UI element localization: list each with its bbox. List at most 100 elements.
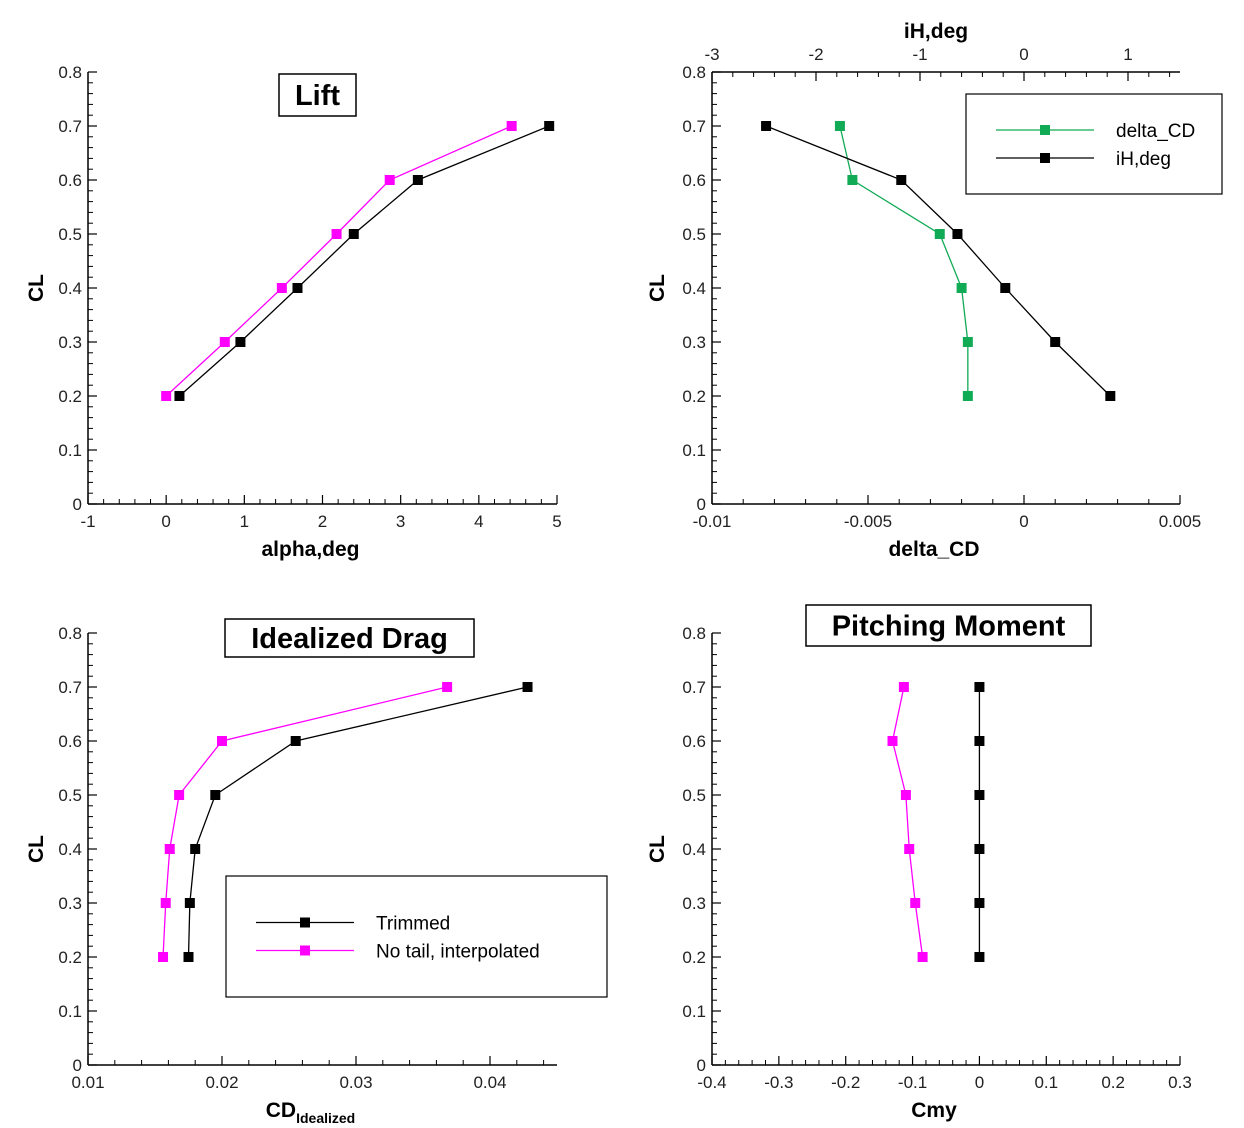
y-axis-title: CL — [646, 835, 669, 863]
data-point-marker — [1105, 391, 1116, 401]
x-tick-label: 0.04 — [473, 1073, 506, 1092]
data-point-marker — [412, 175, 423, 185]
data-point-marker — [962, 391, 973, 401]
chart-panel-2: 0 0.1 0.2 0.3 0.4 0.5 0.6 0.7 0.8 -0.01 -0.005 0 0.0… — [646, 20, 1223, 561]
data-point-marker — [962, 337, 973, 347]
y-tick-label: 0.4 — [58, 279, 82, 298]
legend-marker — [1040, 153, 1050, 163]
x-tick-label: -0.005 — [844, 512, 892, 531]
y-axis-title: CL — [25, 274, 48, 302]
data-point-marker — [442, 682, 453, 692]
chart-panel-3: 0 0.1 0.2 0.3 0.4 0.5 0.6 0.7 0.8 0.01 0.02 0.03 0.0… — [25, 618, 608, 1126]
y-tick-label: 0.5 — [58, 225, 82, 244]
x-tick-label: 0.1 — [1034, 1073, 1058, 1092]
data-point-marker — [974, 682, 985, 692]
legend-marker — [1040, 125, 1050, 135]
data-point-marker — [164, 844, 175, 854]
series-line-2 — [765, 125, 1111, 397]
data-point-marker — [974, 844, 985, 854]
x-tick-label: -0.4 — [697, 1073, 726, 1092]
data-point-marker — [506, 121, 517, 131]
x-tick-label: 0 — [161, 512, 170, 531]
y-tick-label: 0.4 — [682, 840, 706, 859]
data-point-marker — [847, 175, 858, 185]
y-tick-label: 0.2 — [58, 948, 82, 967]
legend-marker — [300, 945, 310, 956]
x-tick-label: 0 — [975, 1073, 984, 1092]
x-tick-label: -1 — [80, 512, 95, 531]
x-tick-label: 0.02 — [205, 1073, 238, 1092]
x-tick-label: 0.3 — [1168, 1073, 1192, 1092]
data-point-marker — [834, 121, 845, 131]
x-tick-label: 0.01 — [71, 1073, 104, 1092]
y-tick-label: 0.7 — [682, 117, 706, 136]
y-tick-label: 0 — [697, 1056, 706, 1075]
y-tick-label: 0.8 — [682, 63, 706, 82]
legend-box — [965, 93, 1223, 195]
y-tick-label: 0 — [73, 1056, 82, 1075]
x-tick-label: 1 — [240, 512, 249, 531]
chart-panel-1: 00.10.20.30.40.50.60.70.8-1 0 1 2 3 4 5alpha,d… — [25, 63, 562, 561]
x-axis-title-subscript: Idealized — [296, 1110, 355, 1126]
y-tick-label: 0.2 — [682, 948, 706, 967]
x-tick-label: -0.01 — [693, 512, 732, 531]
data-point-marker — [544, 121, 555, 131]
data-point-marker — [761, 121, 772, 131]
data-point-marker — [522, 682, 533, 692]
data-point-marker — [174, 790, 185, 800]
data-point-marker — [174, 391, 185, 401]
x-tick-label: 0.005 — [1159, 512, 1202, 531]
data-point-marker — [974, 952, 985, 962]
data-point-marker — [219, 337, 230, 347]
y-tick-label: 0.6 — [58, 171, 82, 190]
series-line-2 — [165, 125, 512, 397]
data-point-marker — [190, 844, 201, 854]
y-tick-label: 0.3 — [58, 333, 82, 352]
data-point-marker — [331, 229, 342, 239]
data-point-marker — [917, 952, 928, 962]
y-tick-label: 0.3 — [58, 894, 82, 913]
chart-title: Pitching Moment — [832, 611, 1066, 643]
x2-tick-label: 1 — [1123, 45, 1132, 64]
x-tick-label: -0.3 — [764, 1073, 793, 1092]
y-tick-label: 0.5 — [682, 786, 706, 805]
data-point-marker — [183, 952, 194, 962]
x-tick-label: 3 — [396, 512, 405, 531]
data-point-marker — [910, 898, 921, 908]
legend-label: No tail, interpolated — [376, 942, 540, 963]
data-point-marker — [896, 175, 907, 185]
data-point-marker — [292, 283, 303, 293]
series-line-1 — [839, 125, 969, 396]
data-point-marker — [161, 391, 172, 401]
x-axis-title: delta_CD — [888, 538, 979, 561]
data-point-marker — [900, 790, 911, 800]
series-line-2 — [891, 686, 924, 958]
y-tick-label: 0.6 — [58, 732, 82, 751]
y-tick-label: 0.1 — [58, 1002, 82, 1021]
y-axis-title: CL — [646, 274, 669, 302]
y-tick-label: 0.1 — [682, 1002, 706, 1021]
x-tick-label: 5 — [552, 512, 561, 531]
data-point-marker — [1000, 283, 1011, 293]
x2-tick-label: -3 — [704, 45, 719, 64]
data-point-marker — [974, 898, 985, 908]
y-tick-label: 0.5 — [58, 786, 82, 805]
y-tick-label: 0.2 — [682, 387, 706, 406]
x-tick-label: 0.03 — [339, 1073, 372, 1092]
x2-tick-label: -1 — [912, 45, 927, 64]
y-tick-label: 0.8 — [58, 624, 82, 643]
y-tick-label: 0.5 — [682, 225, 706, 244]
data-point-marker — [158, 952, 169, 962]
y-tick-label: 0.8 — [58, 63, 82, 82]
data-point-marker — [276, 283, 287, 293]
y-tick-label: 0.4 — [58, 840, 82, 859]
x-tick-label: 2 — [318, 512, 327, 531]
data-point-marker — [290, 736, 301, 746]
data-point-marker — [348, 229, 359, 239]
x2-tick-label: 0 — [1019, 45, 1028, 64]
y-tick-label: 0 — [697, 495, 706, 514]
data-point-marker — [956, 283, 967, 293]
x-tick-label: 0.2 — [1101, 1073, 1125, 1092]
y-tick-label: 0.2 — [58, 387, 82, 406]
chart-title-box — [224, 618, 475, 658]
